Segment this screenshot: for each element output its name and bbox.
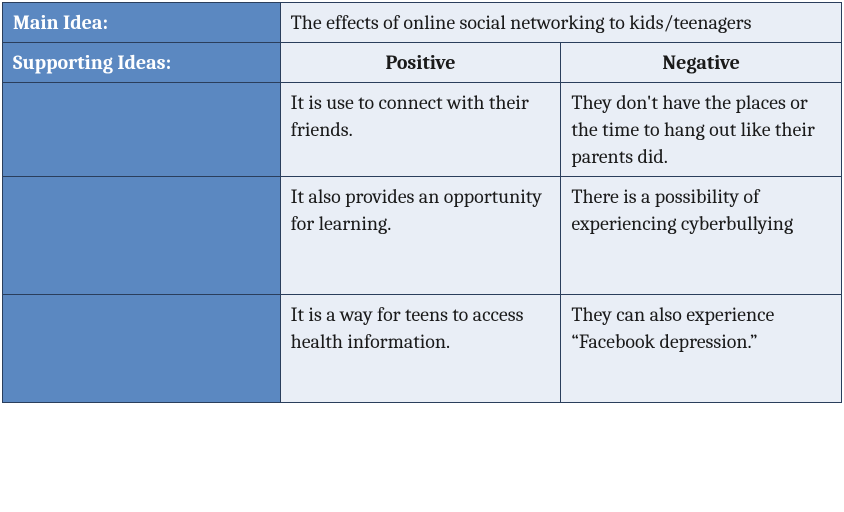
table-row: It also provides an opportunity for lear… — [3, 177, 842, 295]
supporting-ideas-label: Supporting Ideas: — [3, 43, 281, 83]
main-idea-text: The effects of online social networking … — [280, 3, 841, 43]
main-idea-row: Main Idea: The effects of online social … — [3, 3, 842, 43]
negative-header: Negative — [561, 43, 842, 83]
row-label-empty — [3, 83, 281, 177]
table-row: It is use to connect with their friends.… — [3, 83, 842, 177]
negative-cell: They don't have the places or the time t… — [561, 83, 842, 177]
row-label-empty — [3, 177, 281, 295]
negative-cell: There is a possibility of experiencing c… — [561, 177, 842, 295]
positive-header: Positive — [280, 43, 561, 83]
positive-cell: It is a way for teens to access health i… — [280, 295, 561, 403]
positive-cell: It is use to connect with their friends. — [280, 83, 561, 177]
table-row: It is a way for teens to access health i… — [3, 295, 842, 403]
ideas-table: Main Idea: The effects of online social … — [2, 2, 842, 403]
positive-cell: It also provides an opportunity for lear… — [280, 177, 561, 295]
negative-cell: They can also experience “Facebook depre… — [561, 295, 842, 403]
main-idea-label: Main Idea: — [3, 3, 281, 43]
supporting-header-row: Supporting Ideas: Positive Negative — [3, 43, 842, 83]
row-label-empty — [3, 295, 281, 403]
